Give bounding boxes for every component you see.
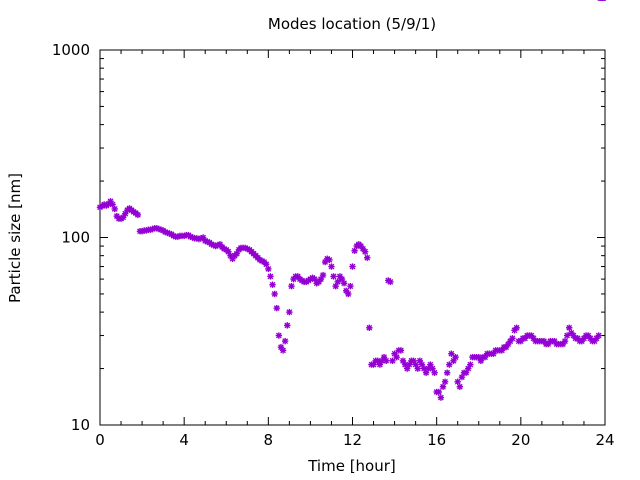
data-point	[513, 324, 520, 331]
x-tick-label: 24	[595, 431, 614, 449]
data-point	[345, 290, 352, 298]
data-point	[443, 369, 451, 376]
x-tick-label: 4	[179, 431, 189, 449]
chart-title: Modes location (5/9/1)	[268, 15, 436, 33]
data-point	[441, 378, 449, 385]
data-point	[349, 263, 356, 270]
data-point	[279, 347, 287, 354]
data-point	[288, 282, 295, 290]
data-point	[454, 378, 461, 385]
data-point	[364, 254, 371, 261]
x-tick-label: 16	[427, 431, 446, 449]
data-point	[326, 256, 333, 264]
data-point	[361, 248, 369, 255]
data-point	[347, 282, 354, 290]
data-point	[382, 357, 390, 364]
data-point	[397, 347, 405, 354]
data-point	[435, 388, 442, 396]
data-point	[271, 290, 278, 298]
x-tick-label: 8	[264, 431, 274, 449]
data-point	[111, 205, 118, 213]
data-point	[286, 308, 293, 316]
x-tick-label: 20	[511, 431, 530, 449]
data-point	[456, 383, 464, 390]
y-tick-label: 10	[71, 416, 90, 434]
data-point	[393, 353, 400, 361]
data-point	[387, 278, 394, 286]
data-point	[265, 265, 272, 273]
data-point	[566, 324, 573, 331]
axes: 0 4 8 12 16 20 24 10 100 1000	[52, 41, 615, 449]
data-point	[273, 304, 280, 312]
data-point	[284, 322, 291, 329]
data-point	[340, 280, 348, 287]
data-point	[319, 271, 327, 279]
x-axis-title: Time [hour]	[307, 457, 396, 475]
data-point	[448, 350, 455, 357]
data-point	[328, 263, 335, 270]
data-point	[267, 273, 274, 280]
data-point	[431, 369, 438, 376]
data-point	[452, 353, 459, 361]
data-point	[134, 211, 142, 219]
data-point	[334, 278, 341, 286]
y-tick-label: 100	[61, 229, 90, 247]
data-point	[269, 281, 276, 288]
x-tick-label: 0	[95, 431, 105, 449]
data-point	[595, 332, 602, 339]
data-point	[437, 394, 445, 401]
data-point	[281, 337, 289, 345]
x-tick-label: 12	[343, 431, 362, 449]
data-point	[414, 365, 421, 372]
data-point	[467, 361, 474, 368]
data-point	[509, 335, 516, 342]
y-axis-title: Particle size [nm]	[6, 173, 24, 303]
y-tick-label: 1000	[52, 41, 90, 59]
data-point	[366, 324, 373, 331]
data-points	[96, 0, 607, 401]
data-point	[561, 337, 569, 345]
data-point	[275, 332, 283, 339]
data-point	[439, 383, 447, 390]
data-point	[330, 273, 337, 280]
